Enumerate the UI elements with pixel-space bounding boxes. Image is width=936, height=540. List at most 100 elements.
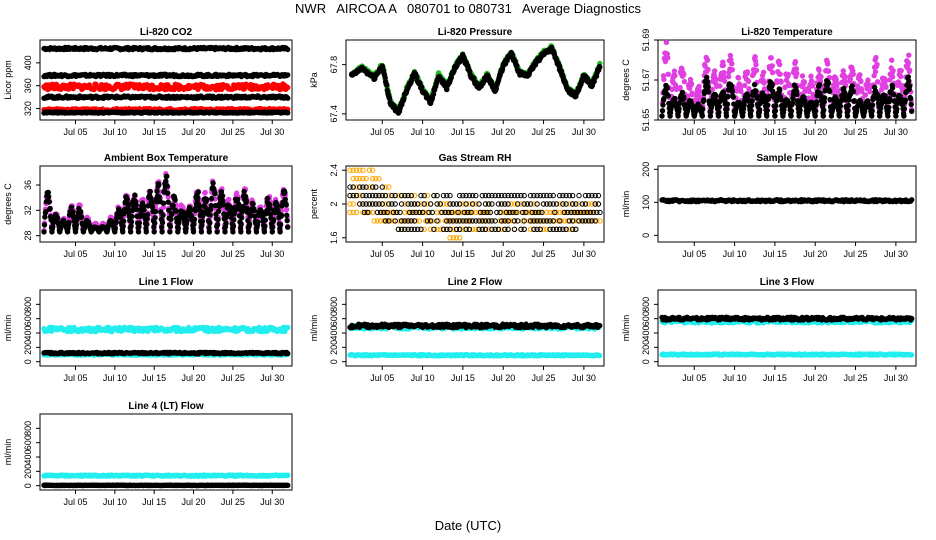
data-point	[671, 68, 678, 74]
data-point	[806, 88, 812, 95]
data-point	[243, 198, 250, 204]
data-point	[665, 71, 671, 78]
data-point	[851, 98, 857, 104]
data-point	[681, 95, 687, 102]
x-tick-label: Jul 15	[142, 127, 166, 137]
data-point	[198, 229, 205, 235]
x-tick-label: Jul 05	[370, 249, 394, 259]
data-point	[672, 72, 678, 79]
data-point	[129, 213, 135, 220]
data-point	[207, 212, 213, 218]
y-tick-label: 51.67	[641, 69, 651, 92]
data-point	[230, 223, 237, 230]
data-point	[167, 229, 173, 235]
data-point	[818, 74, 824, 80]
data-point	[127, 229, 134, 235]
data-point	[242, 193, 249, 200]
data-point	[814, 99, 820, 105]
data-point	[234, 196, 241, 203]
data-point	[813, 108, 819, 114]
data-point	[850, 71, 856, 77]
data-point	[679, 89, 686, 96]
data-point	[893, 113, 899, 119]
data-point	[173, 208, 179, 215]
data-point	[812, 113, 818, 119]
data-point	[705, 84, 711, 90]
y-tick-label: 400	[23, 55, 33, 70]
y-tick-label: 32	[23, 205, 33, 215]
data-point	[869, 108, 875, 114]
data-point	[382, 74, 388, 81]
data-point	[875, 79, 881, 85]
data-point	[842, 74, 848, 80]
data-point	[121, 218, 127, 224]
data-point	[382, 192, 389, 199]
data-point	[569, 192, 576, 199]
data-point	[778, 79, 784, 85]
data-point	[195, 189, 202, 195]
data-point	[748, 113, 754, 119]
data-point	[761, 92, 767, 99]
data-point	[277, 222, 284, 228]
data-point	[212, 191, 218, 197]
data-point	[725, 74, 732, 80]
data-point	[151, 229, 157, 235]
x-tick-label: Jul 05	[370, 127, 394, 137]
data-point	[724, 106, 730, 113]
data-point	[894, 106, 900, 112]
data-point	[820, 113, 826, 119]
y-axis-label: degrees C	[621, 59, 631, 101]
data-point	[230, 229, 236, 235]
data-point	[214, 221, 221, 228]
data-point	[125, 201, 132, 208]
data-point	[219, 193, 226, 199]
data-point	[675, 113, 681, 119]
data-point	[696, 88, 703, 94]
data-point	[597, 64, 603, 70]
y-axis-label: kPa	[309, 72, 319, 88]
data-point	[269, 229, 275, 235]
data-point	[764, 107, 770, 114]
data-point	[199, 218, 206, 225]
data-point	[165, 190, 171, 196]
data-point	[850, 89, 856, 95]
panel-title: Ambient Box Temperature	[104, 153, 229, 164]
data-point	[660, 102, 666, 108]
data-point	[164, 183, 171, 189]
data-point	[898, 73, 904, 80]
data-point	[712, 68, 718, 74]
data-point	[78, 214, 85, 220]
data-point	[154, 188, 160, 195]
data-point	[379, 184, 385, 190]
data-point	[521, 192, 527, 199]
data-point	[907, 83, 913, 89]
data-point	[421, 192, 427, 199]
data-point	[788, 113, 794, 119]
data-point	[886, 104, 892, 111]
panel-title: Li-820 Temperature	[741, 27, 833, 38]
data-point	[447, 192, 453, 199]
x-tick-label: Jul 25	[532, 249, 556, 259]
data-point	[156, 182, 162, 188]
data-point	[360, 167, 366, 173]
data-point	[129, 207, 136, 214]
x-tick-label: Jul 20	[182, 249, 206, 259]
data-point	[753, 88, 759, 94]
data-point	[701, 97, 707, 103]
data-point	[898, 68, 904, 74]
data-point	[705, 89, 712, 95]
data-point	[78, 209, 84, 215]
data-point	[128, 219, 135, 225]
data-point	[901, 106, 908, 112]
data-point	[202, 189, 208, 196]
y-axis-label: percent	[309, 188, 319, 219]
data-point	[218, 189, 225, 195]
data-point	[867, 89, 873, 95]
data-point	[821, 107, 827, 113]
data-point	[145, 212, 151, 218]
data-point	[120, 229, 126, 235]
data-point	[113, 219, 120, 226]
data-point	[708, 109, 714, 115]
